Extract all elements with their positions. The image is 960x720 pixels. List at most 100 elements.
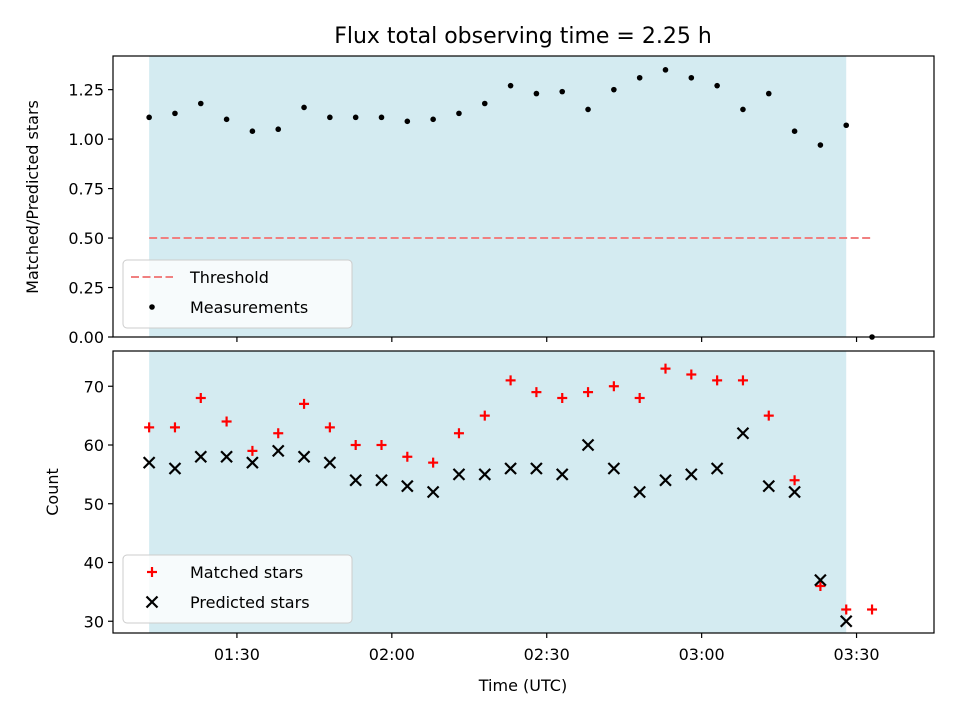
predicted-stars-point [246, 456, 259, 469]
matched-stars-point [737, 375, 748, 386]
matched-stars-point [789, 475, 800, 486]
measurement-point [740, 106, 746, 113]
measurement-point [611, 86, 617, 93]
x-tick-label: 01:30 [214, 645, 260, 664]
matched-stars-point [428, 457, 439, 468]
matched-stars-point [169, 422, 180, 433]
measurement-point [301, 104, 307, 111]
matched-stars-point [763, 410, 774, 421]
predicted-stars-point [375, 473, 388, 487]
matched-stars-point [479, 410, 490, 421]
predicted-stars-point [194, 450, 208, 464]
measurement-point [430, 116, 436, 123]
measurement-point [327, 114, 333, 121]
legend-predicted-swatch [145, 595, 159, 609]
measurement-point [352, 114, 359, 121]
matched-stars-point [531, 387, 542, 398]
legend-predicted-label: Predicted stars [190, 593, 310, 612]
predicted-stars-point [788, 485, 801, 499]
legend-matched-label: Matched stars [190, 563, 303, 582]
predicted-stars-point [581, 438, 595, 452]
matched-stars-point [583, 387, 594, 398]
predicted-stars-point [297, 450, 311, 464]
predicted-stars-point [839, 614, 853, 628]
bottom-panel: 30 40 50 60 70 01:30 02:00 02:30 03:00 03:30 Match… [84, 350, 935, 664]
matched-stars-point [376, 440, 387, 450]
matched-stars-point [247, 445, 258, 456]
x-tick-label: 02:00 [369, 645, 415, 664]
bottom-y-tick-label: 30 [84, 612, 104, 631]
x-tick-label: 02:30 [524, 645, 570, 664]
legend-threshold-label: Threshold [189, 268, 269, 287]
top-y-tick-label: 0.75 [68, 180, 104, 199]
top-legend [122, 259, 353, 329]
top-y-tick-label: 0.00 [68, 328, 104, 347]
measurement-point [378, 114, 385, 121]
measurement-point [817, 142, 824, 148]
x-tick-label: 03:00 [679, 645, 725, 664]
top-y-tick-label: 1.00 [68, 130, 104, 149]
matched-stars-point [634, 393, 645, 403]
measurement-point [714, 82, 720, 89]
bottom-y-tick-label: 50 [84, 495, 104, 514]
predicted-stars-point [659, 473, 672, 487]
predicted-stars-point [452, 468, 466, 481]
matched-stars-point [324, 422, 335, 433]
matched-stars-point [841, 604, 852, 615]
measurement-point [662, 67, 669, 73]
measurement-point [197, 100, 204, 107]
bottom-y-tick-label: 70 [84, 377, 104, 396]
bottom-y-axis-label: Count [43, 468, 62, 516]
measurement-point [559, 88, 566, 95]
top-y-axis-label: Matched/Predicted stars [23, 100, 42, 294]
measurement-point [585, 106, 591, 113]
predicted-stars-point [762, 479, 776, 493]
x-axis-label: Time (UTC) [478, 676, 567, 695]
measurement-point [404, 118, 411, 125]
predicted-stars-point [710, 462, 724, 475]
matched-stars-point [195, 393, 206, 403]
measurement-point [791, 128, 798, 134]
measurement-point [533, 90, 540, 97]
predicted-stars-point [504, 462, 517, 475]
x-tick-label: 03:30 [833, 645, 879, 664]
matched-stars-point [273, 428, 284, 439]
predicted-stars-point [271, 444, 285, 458]
top-y-tick-label: 0.25 [68, 279, 104, 298]
legend-measurements-swatch [149, 304, 155, 310]
predicted-stars-point [323, 456, 337, 469]
measurement-point [636, 74, 643, 81]
predicted-stars-point [555, 468, 569, 481]
predicted-stars-point [426, 485, 440, 499]
top-y-tick-label: 1.25 [68, 81, 104, 100]
legend-measurements-label: Measurements [190, 298, 308, 317]
measurement-point [765, 90, 772, 97]
measurement-point [172, 110, 178, 117]
measurement-point [223, 116, 230, 123]
measurement-point [843, 122, 850, 129]
predicted-stars-point [220, 450, 233, 464]
legend-matched-swatch [147, 567, 157, 577]
matched-stars-point [350, 440, 361, 450]
predicted-stars-point [349, 473, 362, 487]
predicted-stars-point [168, 462, 182, 475]
bottom-y-tick-label: 40 [84, 554, 104, 573]
measurement-point [507, 82, 514, 89]
predicted-stars-point [633, 485, 646, 499]
matched-stars-point [557, 393, 568, 403]
matched-stars-point [712, 375, 723, 386]
measurement-point [146, 114, 152, 121]
matched-stars-point [815, 581, 826, 591]
matched-stars-point [453, 428, 464, 439]
top-y-tick-label: 0.50 [68, 229, 104, 248]
predicted-stars-point [142, 456, 156, 469]
matched-stars-point [867, 604, 878, 615]
matched-stars-point [144, 422, 155, 433]
predicted-stars-point [401, 479, 414, 493]
bottom-legend [122, 554, 353, 624]
top-panel: 0.00 0.25 0.50 0.75 1.00 1.25 Threshold Measure… [68, 55, 935, 347]
matched-stars-point [221, 416, 232, 427]
predicted-stars-point [478, 468, 492, 481]
bottom-axes-frame [112, 350, 935, 634]
predicted-stars-point [607, 462, 621, 475]
